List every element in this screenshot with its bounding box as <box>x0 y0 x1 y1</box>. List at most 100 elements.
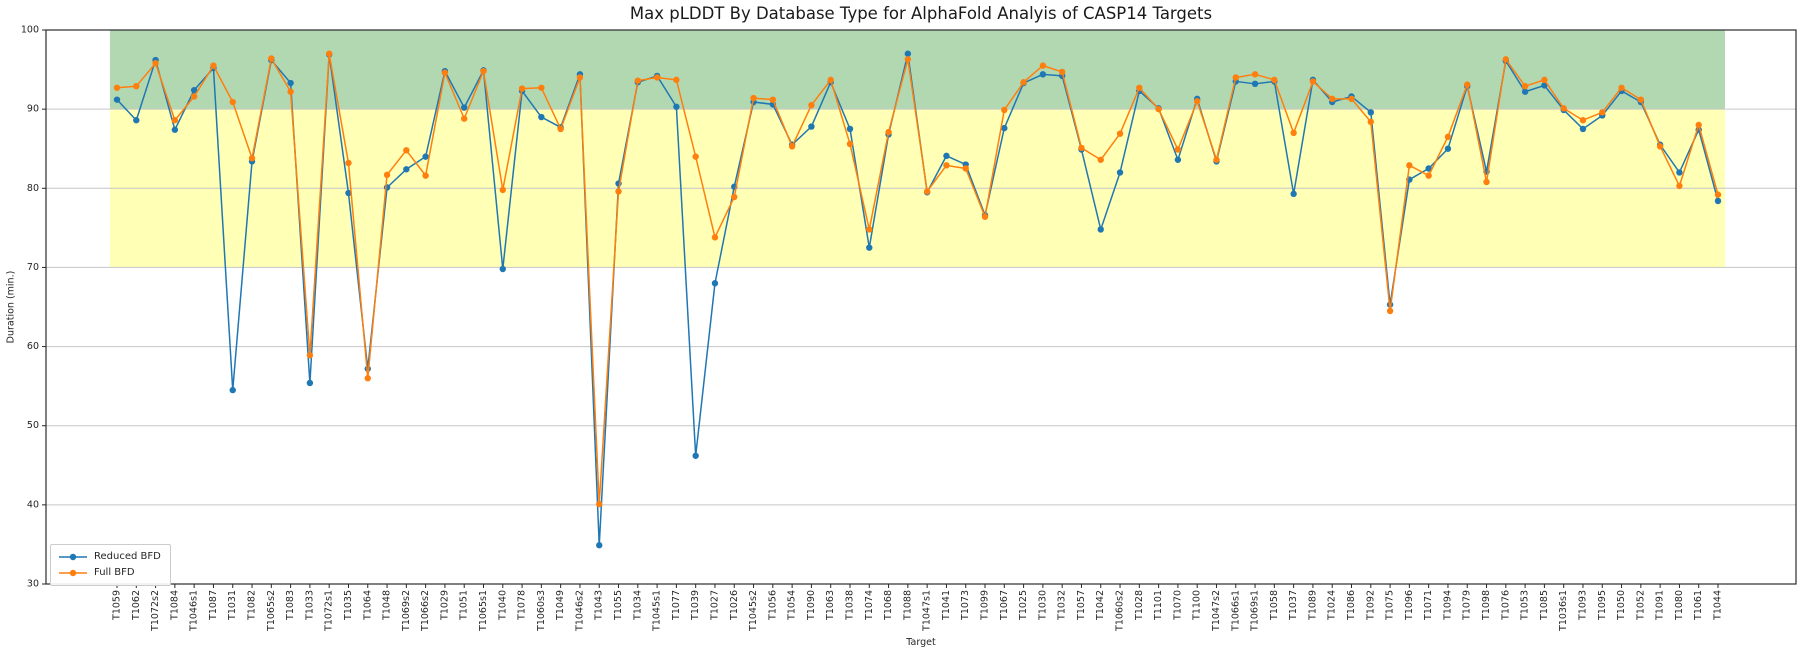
data-point <box>1039 71 1047 78</box>
x-tick-label: T1029 <box>439 590 450 621</box>
x-tick-label: T1058 <box>1269 590 1280 621</box>
data-point <box>866 226 873 233</box>
x-tick-label: T1064 <box>362 590 373 621</box>
x-tick-label: T1096 <box>1404 590 1415 621</box>
data-point <box>1444 145 1452 152</box>
x-tick-label: T1056 <box>767 590 778 621</box>
x-tick-label: T1084 <box>169 590 180 621</box>
data-point <box>750 94 757 102</box>
data-point <box>1483 178 1490 186</box>
x-tick-label: T1099 <box>980 590 991 621</box>
data-point <box>1521 88 1529 95</box>
data-point <box>615 188 622 195</box>
reduced-bfd-line-marker-icon <box>59 553 87 561</box>
x-tick-label: T1038 <box>844 590 855 621</box>
data-point <box>1136 84 1143 91</box>
data-point <box>171 126 179 133</box>
data-point <box>634 77 642 84</box>
x-tick-label: T1068 <box>883 590 894 621</box>
x-tick-label: T1088 <box>902 590 913 621</box>
data-point <box>461 115 468 122</box>
legend-label-reduced-bfd: Reduced BFD <box>94 551 161 562</box>
plot-border <box>45 29 1797 585</box>
x-tick-label: T1036s1 <box>1558 590 1569 632</box>
x-tick-label: T1054 <box>787 590 798 621</box>
full-bfd-line-marker-icon <box>59 569 87 577</box>
data-point <box>229 386 236 394</box>
data-point <box>846 125 854 133</box>
data-point <box>827 76 834 84</box>
y-tick-label: 50 <box>27 420 39 431</box>
y-tick-label: 100 <box>21 25 39 36</box>
gridlines <box>46 108 1796 506</box>
data-point <box>518 85 526 92</box>
x-tick-label: T1030 <box>1037 590 1048 621</box>
data-point <box>769 96 777 103</box>
data-point <box>1155 105 1162 113</box>
x-tick-label: T1049 <box>555 590 566 621</box>
data-point <box>596 500 603 508</box>
x-tick-label: T1094 <box>1442 590 1453 621</box>
data-point <box>1464 81 1471 88</box>
x-tick-label: T1065s2 <box>266 590 277 632</box>
x-tick-label: T1063 <box>825 590 836 621</box>
x-tick-label: T1027 <box>709 590 720 621</box>
x-tick-label: T1043 <box>594 590 605 621</box>
x-tick-label: T1053 <box>1520 590 1531 621</box>
y-tick-label: 70 <box>27 262 39 273</box>
x-tick-label: T1045s2 <box>748 590 759 632</box>
legend-item-reduced-bfd: Reduced BFD <box>58 549 161 565</box>
data-point <box>1251 80 1259 88</box>
data-point <box>190 86 198 94</box>
x-tick-label: T1044 <box>1713 590 1724 621</box>
x-tick-label: T1069s1 <box>1250 590 1261 632</box>
data-point <box>383 184 391 191</box>
data-point <box>403 166 410 173</box>
x-tick-label: T1066s2 <box>420 590 431 632</box>
x-tick-label: T1065s1 <box>478 590 489 632</box>
data-point <box>383 171 391 179</box>
data-point <box>943 152 950 160</box>
data-point <box>171 117 179 124</box>
data-point <box>981 213 989 220</box>
x-tick-label: T1041 <box>941 590 952 621</box>
data-point <box>788 143 796 150</box>
data-point <box>1695 121 1702 129</box>
x-tick-label: T1069s2 <box>401 590 412 632</box>
data-point <box>557 125 564 133</box>
data-point <box>1714 197 1722 205</box>
legend-label-full-bfd: Full BFD <box>94 567 135 578</box>
data-point <box>1676 182 1683 190</box>
x-tick-label: T1028 <box>1134 590 1145 621</box>
x-tick-label: T1057 <box>1076 590 1087 621</box>
data-point <box>1714 191 1722 198</box>
y-tick-label: 90 <box>27 104 39 115</box>
x-tick-label: T1093 <box>1577 590 1588 621</box>
data-point <box>692 153 699 160</box>
x-tick-label: T1051 <box>459 590 470 621</box>
x-axis-label: Target <box>906 637 936 648</box>
x-tick-label: T1034 <box>632 590 643 621</box>
data-point <box>808 123 815 130</box>
data-point <box>1386 307 1394 315</box>
data-point <box>1367 118 1374 126</box>
y-tick-label: 30 <box>27 579 39 590</box>
data-point <box>1193 98 1201 105</box>
x-tick-label: T1085 <box>1539 590 1550 621</box>
data-point <box>345 189 352 197</box>
x-tick-label: T1025 <box>1018 590 1029 621</box>
x-tick-label: T1075 <box>1385 590 1396 621</box>
x-tick-label: T1089 <box>1307 590 1318 621</box>
data-point <box>538 84 545 91</box>
data-point <box>210 62 217 69</box>
data-point <box>345 159 352 167</box>
data-point <box>113 96 121 103</box>
data-point <box>1116 169 1124 176</box>
data-point <box>403 147 410 154</box>
x-tick-label: T1083 <box>285 590 296 621</box>
x-tick-label: T1060s3 <box>536 590 547 632</box>
data-point <box>1579 125 1587 133</box>
data-point <box>885 128 892 136</box>
data-point <box>1174 146 1182 153</box>
data-point <box>1541 82 1548 89</box>
